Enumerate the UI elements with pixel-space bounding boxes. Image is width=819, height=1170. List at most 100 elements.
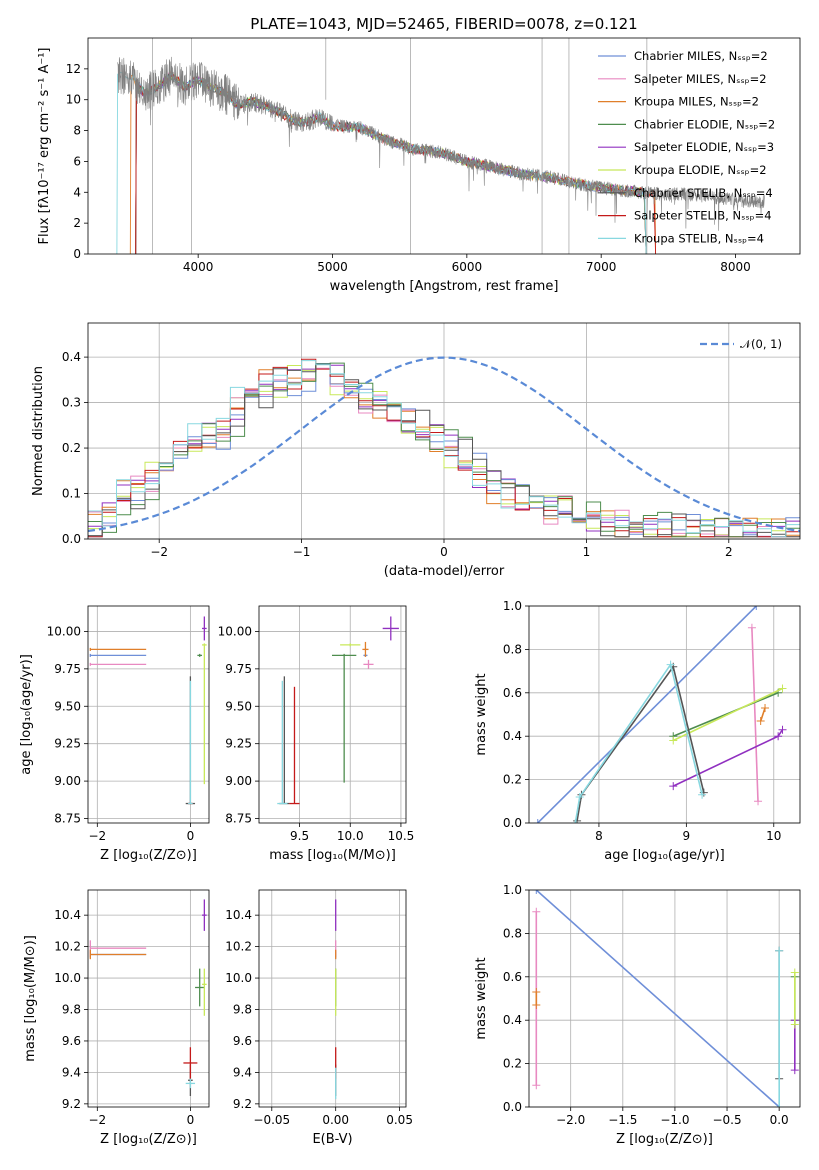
y-tick-label: 0.6 bbox=[503, 970, 522, 984]
x-tick-label: −2 bbox=[150, 545, 168, 559]
y-tick-label: 0.4 bbox=[503, 729, 522, 743]
weight-marker bbox=[778, 725, 787, 734]
y-tick-label: 9.6 bbox=[62, 1034, 81, 1048]
y-tick-label: 9.50 bbox=[225, 699, 252, 713]
y-tick-label: 0.1 bbox=[62, 487, 81, 501]
weight-line-kroupa-elodie bbox=[672, 687, 783, 742]
x-axis-label: Z [log₁₀(Z/Z⊙)] bbox=[616, 1132, 713, 1147]
errorbar-point-salpeter-elodie bbox=[202, 616, 207, 641]
x-axis-label: E(B-V) bbox=[312, 1132, 352, 1147]
model-line-kroupa-stelib bbox=[116, 71, 647, 254]
x-tick-label: 9.5 bbox=[290, 829, 309, 843]
axes-frame bbox=[528, 889, 801, 1108]
axes-frame bbox=[87, 889, 210, 1108]
x-tick-label: 10 bbox=[766, 829, 781, 843]
errorbar-point-chabrier-elodie bbox=[197, 653, 203, 657]
errorbar-point-kroupa-stelib bbox=[185, 1078, 196, 1089]
weight-marker bbox=[669, 782, 678, 791]
x-tick-label: 0 bbox=[440, 545, 448, 559]
weight-marker bbox=[775, 946, 784, 955]
y-tick-label: 10.00 bbox=[218, 624, 252, 638]
y-tick-label: 12 bbox=[66, 62, 81, 76]
axes-frame bbox=[87, 322, 801, 540]
errorbar-point-kroupa-stelib bbox=[277, 680, 288, 805]
errorbar-point-salpeter-miles bbox=[89, 662, 147, 666]
x-tick-label: −1.0 bbox=[660, 1113, 689, 1127]
x-axis-label: (data-model)/error bbox=[384, 564, 505, 579]
weight-marker bbox=[571, 819, 580, 823]
plot-area bbox=[532, 890, 799, 1107]
errorbar-point-chabrier-miles bbox=[89, 653, 147, 657]
legend-entry: Kroupa MILES, Nₛₛₚ=2 bbox=[634, 95, 759, 109]
model-line-kroupa-elodie bbox=[135, 72, 647, 254]
errorbar-point-kroupa-stelib bbox=[188, 680, 193, 805]
x-tick-label: 1 bbox=[583, 545, 591, 559]
y-tick-label: 9.2 bbox=[62, 1097, 81, 1111]
weight-line-chabrier-stelib bbox=[576, 664, 705, 821]
model-line-salpeter-miles bbox=[135, 70, 647, 254]
x-tick-label: 7000 bbox=[586, 260, 617, 274]
errorbar-point-kroupa-miles bbox=[89, 949, 147, 960]
y-tick-label: 0.0 bbox=[503, 1100, 522, 1114]
x-tick-label: 0 bbox=[187, 829, 195, 843]
normal-curve bbox=[88, 356, 800, 533]
y-tick-label: 9.50 bbox=[54, 699, 81, 713]
weight-marker bbox=[698, 790, 707, 799]
errorbar-point-salpeter-miles bbox=[363, 659, 374, 669]
y-tick-label: 1.0 bbox=[503, 883, 522, 897]
y-axis-label: age [log₁₀(age/yr)] bbox=[19, 654, 34, 775]
y-tick-label: 0.2 bbox=[503, 1057, 522, 1071]
x-tick-label: 4000 bbox=[183, 260, 214, 274]
errorbar-point-chabrier-elodie bbox=[195, 968, 205, 1007]
y-tick-label: 10.4 bbox=[225, 908, 252, 922]
weight-marker bbox=[752, 606, 761, 610]
legend-entry: Kroupa STELIB, Nₛₛₚ=4 bbox=[634, 231, 764, 245]
axes-mass-z: −2 0 9.2 9.4 9.6 9.8 10.0 10.2 10.4 Z [log₁₀(Z/Z⊙… bbox=[23, 889, 210, 1147]
weight-line-chabrier-miles bbox=[537, 606, 757, 823]
legend-entry: Salpeter MILES, Nₛₛₚ=2 bbox=[634, 72, 767, 86]
observed-spectrum bbox=[117, 56, 766, 231]
plot-area bbox=[89, 899, 207, 1096]
y-tick-label: 6 bbox=[73, 154, 81, 168]
weight-marker bbox=[669, 736, 678, 745]
weight-marker bbox=[666, 660, 675, 669]
y-tick-label: 8.75 bbox=[54, 812, 81, 826]
weight-marker bbox=[778, 684, 787, 693]
y-tick-label: 0.4 bbox=[62, 350, 81, 364]
weight-marker bbox=[756, 717, 765, 726]
x-axis-label: Z [log₁₀(Z/Z⊙)] bbox=[100, 848, 197, 863]
x-tick-label: 10.5 bbox=[388, 829, 415, 843]
y-tick-label: 9.00 bbox=[225, 774, 252, 788]
weight-line-kroupa-miles bbox=[759, 707, 766, 722]
errorbar-point-chabrier-stelib bbox=[279, 676, 290, 805]
errorbar-point-kroupa-elodie bbox=[202, 968, 207, 1016]
weight-marker bbox=[761, 703, 770, 712]
plot-area bbox=[116, 38, 766, 254]
legend-entry: Chabrier MILES, Nₛₛₚ=2 bbox=[634, 49, 768, 63]
y-tick-label: 0.2 bbox=[62, 441, 81, 455]
x-tick-label: 0 bbox=[187, 1113, 195, 1127]
legend-entry: Chabrier ELODIE, Nₛₛₚ=2 bbox=[634, 117, 775, 131]
y-tick-label: 9.75 bbox=[225, 662, 252, 676]
x-tick-label: −1.5 bbox=[608, 1113, 637, 1127]
x-tick-label: −2 bbox=[88, 829, 106, 843]
y-tick-label: 9.8 bbox=[233, 1003, 252, 1017]
x-tick-label: −1 bbox=[293, 545, 311, 559]
y-tick-label: 9.4 bbox=[62, 1065, 81, 1079]
legend: Chabrier MILES, Nₛₛₚ=2 Salpeter MILES, Nₛ… bbox=[598, 49, 775, 245]
weight-marker bbox=[790, 968, 799, 977]
y-tick-label: 10.2 bbox=[54, 940, 81, 954]
axes-frame bbox=[258, 889, 407, 1108]
x-tick-label: 8 bbox=[595, 829, 603, 843]
y-axis-label: mass weight bbox=[474, 673, 489, 755]
axes-weight-z: −2.0 −1.5 −1.0 −0.5 0.0 0.0 0.2 0.4 0.6 0.8 1.0 Z [… bbox=[474, 883, 801, 1147]
legend: 𝒩(0, 1) bbox=[700, 337, 782, 351]
errorbar-point-kroupa-miles bbox=[362, 641, 369, 657]
weight-marker bbox=[790, 1020, 799, 1029]
model-line-kroupa-miles bbox=[129, 70, 657, 254]
weight-marker bbox=[532, 1001, 541, 1010]
y-tick-label: 2 bbox=[73, 216, 81, 230]
x-tick-label: −2.0 bbox=[556, 1113, 585, 1127]
y-tick-label: 8.75 bbox=[225, 812, 252, 826]
chart-title: PLATE=1043, MJD=52465, FIBERID=0078, z=0… bbox=[250, 15, 637, 33]
